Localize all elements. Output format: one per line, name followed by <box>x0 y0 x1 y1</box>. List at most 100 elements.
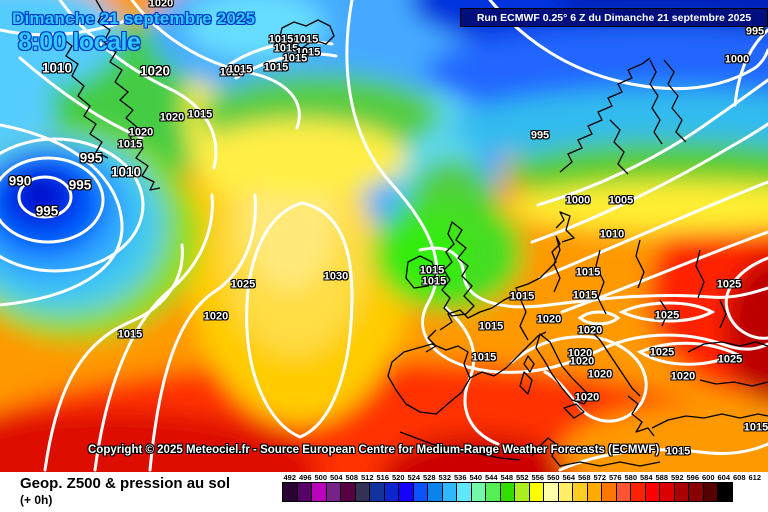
footer-strip: Geop. Z500 & pression au sol (+ 0h) 492 4… <box>0 472 768 512</box>
pressure-label: 1025 <box>717 353 743 366</box>
pressure-label: 990 <box>8 173 32 189</box>
pressure-label: 1005 <box>608 194 634 207</box>
legend-color-box <box>717 482 733 502</box>
legend-tick: 500 <box>314 473 327 482</box>
legend-tick: 544 <box>484 473 498 482</box>
legend-color-box <box>630 482 646 502</box>
legend-tick: 520 <box>391 473 405 482</box>
legend-color-box <box>485 482 501 502</box>
legend-color-box <box>456 482 472 502</box>
pressure-label: 1015 <box>743 421 768 434</box>
chart-title: Geop. Z500 & pression au sol <box>20 475 231 492</box>
pressure-label: 1020 <box>139 63 171 79</box>
pressure-label: 995 <box>745 25 765 38</box>
legend-tick: 596 <box>686 473 699 482</box>
legend-color-box <box>282 482 298 502</box>
legend-tick: 524 <box>407 473 420 482</box>
legend-color-box <box>572 482 588 502</box>
legend-tick: 508 <box>345 473 358 482</box>
pressure-label: 1000 <box>565 194 591 207</box>
pressure-label: 1015 <box>295 46 321 59</box>
legend-color-box <box>369 482 385 502</box>
legend-color-box <box>557 482 573 502</box>
map-canvas <box>0 0 768 472</box>
legend-color-box <box>311 482 327 502</box>
map-area: 1020 1010 1020 1020 1015 1015 1015 1015 1015 1015… <box>0 0 768 472</box>
pressure-label: 1015 <box>117 138 143 151</box>
legend-tick: 564 <box>562 473 575 482</box>
pressure-label: 1020 <box>567 347 593 360</box>
legend-tick: 496 <box>298 473 312 482</box>
pressure-label: 995 <box>530 129 550 142</box>
pressure-label: 1020 <box>148 0 174 10</box>
pressure-label: 1025 <box>230 278 256 291</box>
legend-color-box <box>586 482 602 502</box>
copyright-text: Copyright © 2025 Meteociel.fr - Source E… <box>88 444 660 456</box>
legend-tick: 608 <box>732 473 746 482</box>
pressure-label: 1015 <box>187 108 213 121</box>
pressure-label: 1020 <box>128 126 154 139</box>
pressure-label: 1020 <box>159 111 185 124</box>
legend-color-box <box>340 482 356 502</box>
pressure-label: 1020 <box>670 370 696 383</box>
pressure-label: 1020 <box>536 313 562 326</box>
legend-color-box <box>398 482 414 502</box>
legend-color-box <box>354 482 370 502</box>
legend-color-box <box>688 482 704 502</box>
map-time-label: 8:00 locale <box>18 28 141 56</box>
pressure-label: 1020 <box>577 324 603 337</box>
geopotential-color-field <box>0 0 768 472</box>
pressure-label: 1015 <box>227 63 253 76</box>
pressure-label: 1015 <box>273 42 299 55</box>
legend-tick: 556 <box>531 473 544 482</box>
legend-tick: 532 <box>438 473 451 482</box>
pressure-label: 1015 <box>575 266 601 279</box>
legend-color-box <box>673 482 689 502</box>
legend-tick: 552 <box>515 473 529 482</box>
legend-color-box <box>659 482 675 502</box>
legend-tick: 560 <box>546 473 560 482</box>
legend-color-box <box>441 482 457 502</box>
legend-tick: 528 <box>422 473 436 482</box>
legend-ticks: 492 496 500 504 508 512 516 520 524 528 532 536 540 5… <box>282 473 763 482</box>
pressure-label: 1015 <box>282 52 308 65</box>
pressure-label: 1015 <box>421 275 447 288</box>
pressure-label: 1015 <box>572 289 598 302</box>
legend-tick: 604 <box>717 473 730 482</box>
pressure-label: 1015 <box>263 61 289 74</box>
legend-color-box <box>528 482 544 502</box>
pressure-label: 1015 <box>471 351 497 364</box>
run-info-text: Run ECMWF 0.25° 6 Z du Dimanche 21 septe… <box>476 11 752 24</box>
pressure-label: 1030 <box>323 270 349 283</box>
pressure-label: 1025 <box>649 346 675 359</box>
color-scale-legend: 492 496 500 504 508 512 516 520 524 528 532 536 540 5… <box>282 473 763 502</box>
legend-tick: 580 <box>624 473 637 482</box>
pressure-label: 1020 <box>219 66 245 79</box>
legend-tick: 540 <box>469 473 482 482</box>
pressure-label: 995 <box>79 150 103 166</box>
legend-tick: 548 <box>500 473 513 482</box>
legend-tick: 572 <box>593 473 606 482</box>
pressure-label: 1015 <box>478 320 504 333</box>
legend-tick: 592 <box>670 473 684 482</box>
legend-color-box <box>325 482 341 502</box>
pressure-label: 1020 <box>587 368 613 381</box>
legend-color-box <box>615 482 631 502</box>
coastlines <box>61 0 768 467</box>
pressure-label: 995 <box>68 177 92 193</box>
legend-tick: 536 <box>453 473 467 482</box>
map-date-label: Dimanche 21 septembre 2025 <box>12 9 256 28</box>
legend-tick: 492 <box>283 473 296 482</box>
legend-color-box <box>499 482 515 502</box>
pressure-label: 1020 <box>203 310 229 323</box>
legend-color-box <box>296 482 312 502</box>
legend-color-box <box>644 482 660 502</box>
lead-time-label: (+ 0h) <box>20 493 53 507</box>
run-info-bar: Run ECMWF 0.25° 6 Z du Dimanche 21 septe… <box>460 8 768 27</box>
legend-tick: 600 <box>701 473 715 482</box>
pressure-label: 1010 <box>41 60 73 76</box>
legend-tick: 516 <box>376 473 389 482</box>
legend-tick: 568 <box>577 473 591 482</box>
pressure-label: 1015 <box>665 445 691 458</box>
